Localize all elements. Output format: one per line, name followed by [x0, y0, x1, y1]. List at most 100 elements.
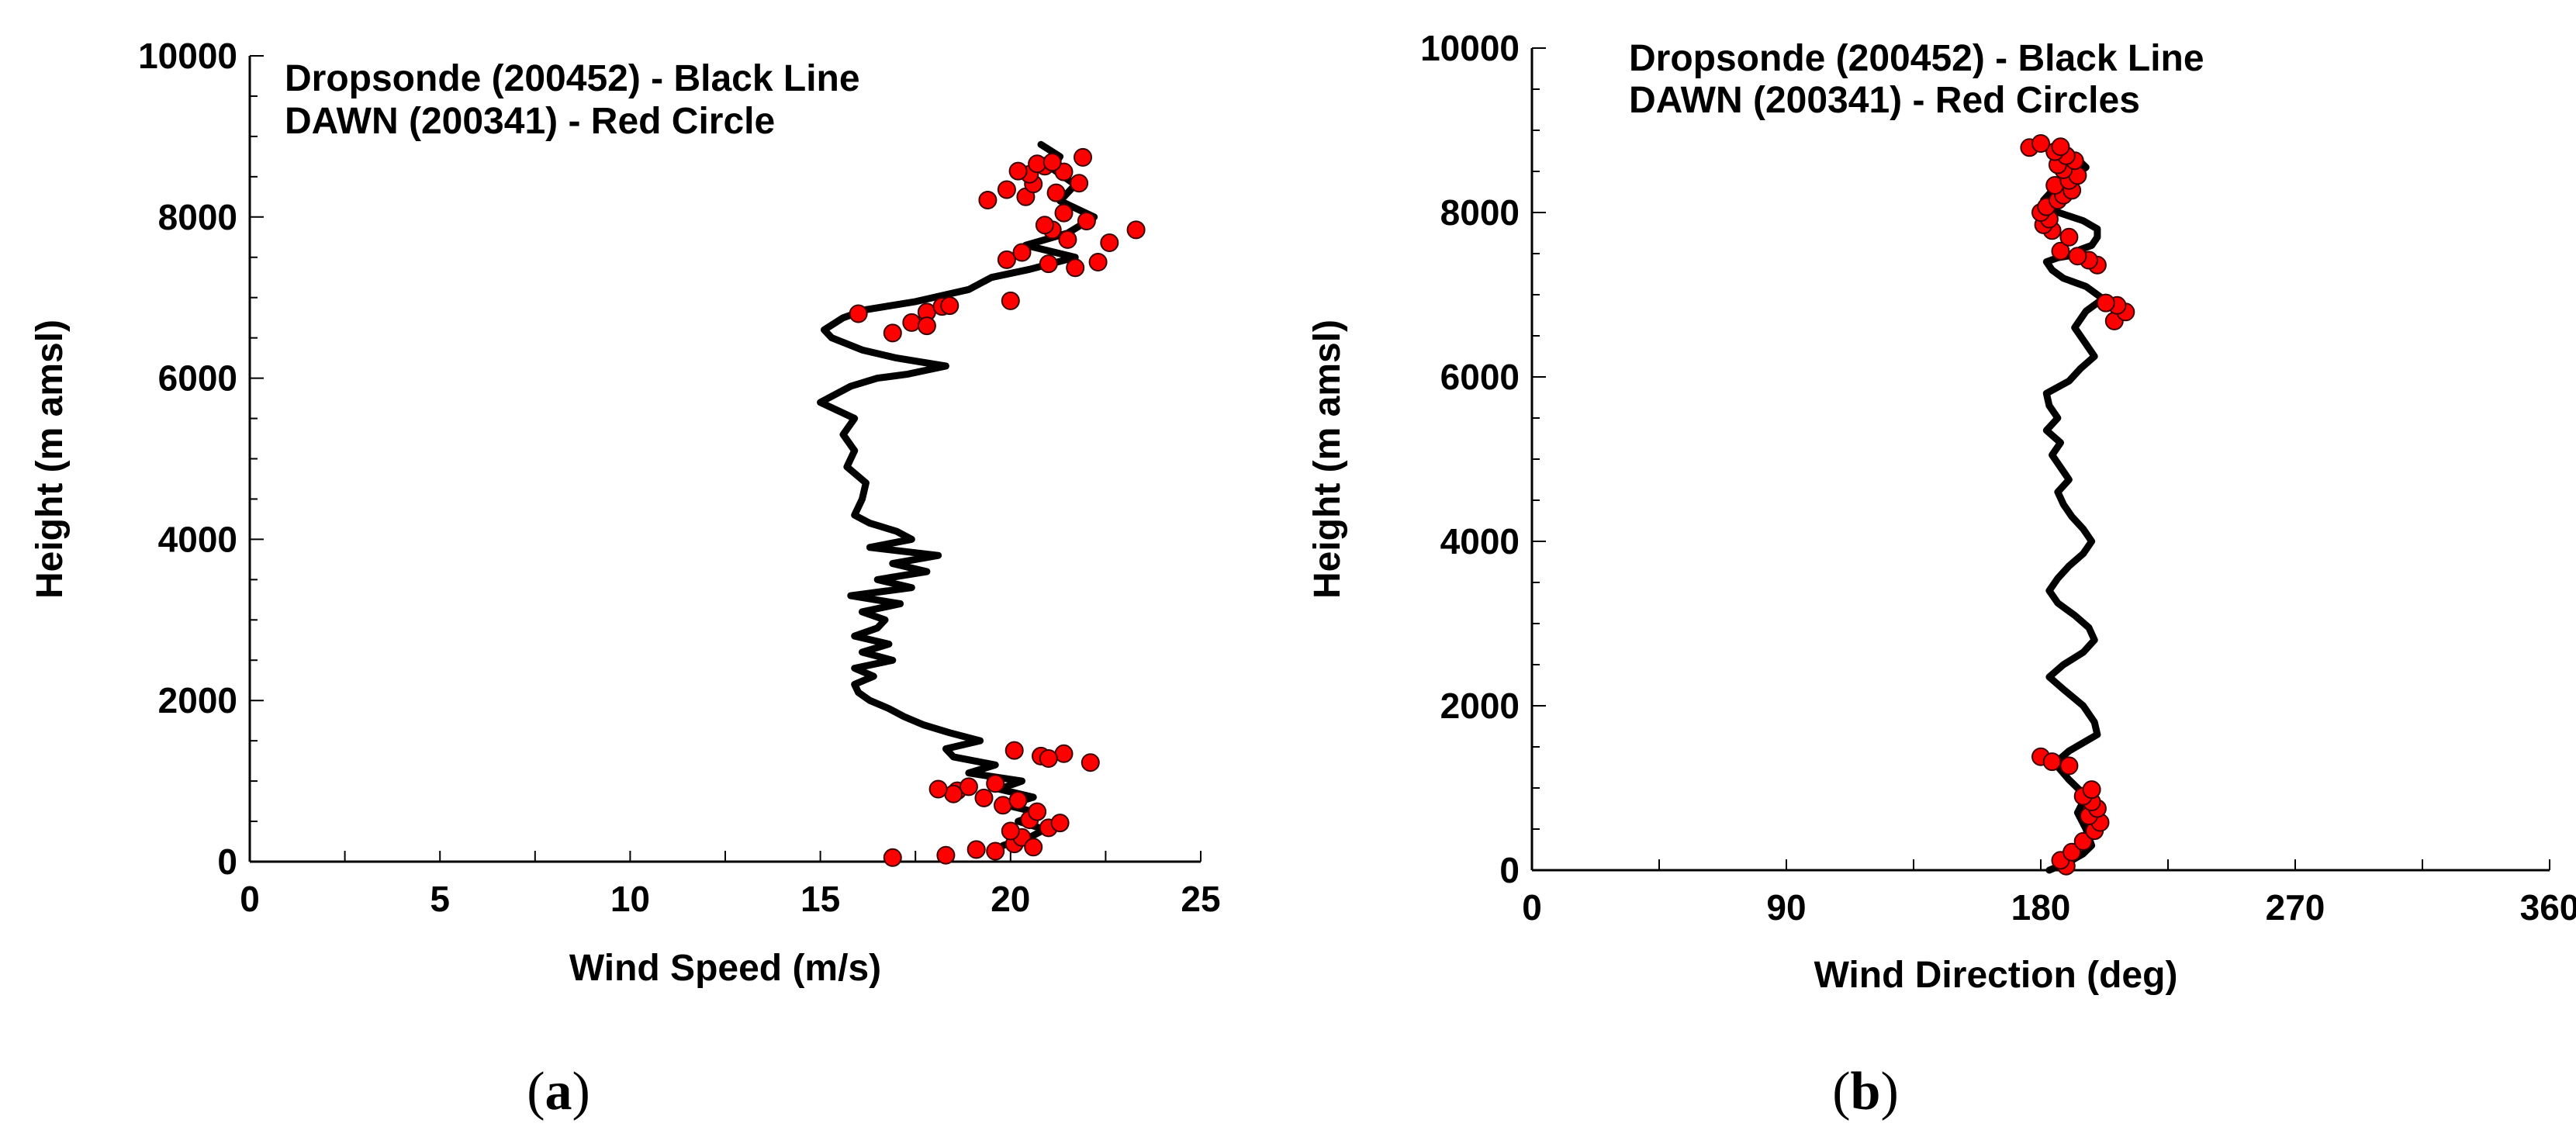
panel-a-dawn-point — [1008, 161, 1028, 181]
panel-b-ticks — [1531, 47, 2550, 871]
panel-b-series — [2020, 134, 2135, 876]
panel-b-dawn-point — [2059, 756, 2079, 776]
panel-b-tick-labels: 0 90 180 270 360 0 2000 4000 6000 8000 10000 — [1420, 28, 2576, 928]
panel-a-dawn-point — [1028, 154, 1047, 174]
panel-a-dawn-point — [1024, 838, 1043, 857]
panel-a-dawn-point — [1077, 212, 1096, 230]
panel-b-x-tick-label: 90 — [1766, 887, 1806, 928]
panel-b-caption-open: ( — [1832, 1062, 1850, 1121]
panel-b-dawn-point — [2042, 752, 2062, 772]
panel-a-dawn-point — [997, 180, 1016, 199]
panel-b-y-tick-label: 6000 — [1440, 357, 1520, 397]
panel-a-ticks — [249, 55, 1202, 862]
panel-a-dawn-point — [1066, 258, 1085, 278]
panel-a-y-tick-label: 2000 — [158, 680, 237, 721]
panel-a-tick-labels: 0 5 10 15 20 25 0 2000 4000 6000 8000 10000 — [138, 36, 1221, 919]
panel-b-x-tick-label: 270 — [2266, 887, 2325, 928]
panel-b-y-tick-label: 2000 — [1440, 686, 1520, 726]
panel-a-y-tick-label: 6000 — [158, 358, 237, 399]
panel-b-x-tick-label: 360 — [2520, 887, 2576, 928]
panel-a-dawn-point — [966, 840, 986, 859]
panel-a-x-tick-label: 25 — [1181, 879, 1220, 919]
panel-a-x-tick-label: 10 — [610, 879, 650, 919]
panel-b-dawn-point — [2096, 293, 2115, 313]
panel-a-dawn-point — [1028, 802, 1047, 821]
panel-a-dawn-point — [1001, 291, 1020, 310]
panel-b-dawn-point — [2051, 137, 2070, 157]
panel-a-dawn-point — [1081, 753, 1100, 772]
panel-a-legend-line: Dropsonde (200452) - Black Line — [285, 58, 860, 99]
panel-a-dawn-point — [1001, 821, 1020, 841]
panel-a-caption-open: ( — [527, 1062, 545, 1121]
panel-a-dawn-point — [1039, 749, 1058, 768]
panel-a-dawn-point — [986, 841, 1005, 861]
panel-a-dawn-point — [1035, 216, 1054, 235]
panel-a-y-tick-label: 0 — [217, 841, 237, 882]
panel-b-dawn-point — [2059, 227, 2079, 247]
panel-a-dawn-point — [883, 323, 902, 343]
panel-b-y-axis-title: Height (m amsl) — [1307, 320, 1348, 599]
panel-b-dawn-point — [2082, 780, 2101, 800]
panel-b-dropsonde-line — [2037, 143, 2107, 874]
panel-a-y-tick-label: 4000 — [158, 519, 237, 559]
panel-a-dawn-point — [936, 845, 956, 865]
panel-a-x-tick-label: 15 — [800, 879, 840, 919]
panel-a-dawn-point — [1012, 243, 1032, 262]
panel-a-dawn-point — [986, 774, 1005, 793]
panel-a-y-axis-title: Height (m amsl) — [29, 320, 71, 599]
panel-b-caption: (b) — [1832, 1062, 1899, 1121]
panel-a-dawn-point — [1004, 741, 1024, 760]
panel-b-legend-line: Dropsonde (200452) - Black Line — [1629, 38, 2204, 79]
panel-b-dawn-point — [2063, 842, 2082, 862]
panel-a-y-tick-label: 8000 — [158, 197, 237, 237]
panel-b-y-tick-label: 4000 — [1440, 521, 1520, 562]
panel-b-dawn-point — [2031, 134, 2050, 153]
panel-b-caption-letter: b — [1851, 1062, 1881, 1121]
panel-a-dawn-point — [997, 250, 1016, 269]
panel-a-dawn-point — [1126, 220, 1146, 240]
panel-a-dawn-point — [959, 777, 978, 797]
panel-a-caption-letter: a — [545, 1062, 572, 1121]
panel-a-legend-markers: DAWN (200341) - Red Circle — [285, 101, 775, 142]
panel-a-dawn-point — [1058, 230, 1077, 249]
panel-b-y-tick-label: 10000 — [1420, 28, 1520, 68]
panel-a-dawn-point — [1088, 253, 1108, 271]
panel-a-dawn-point — [849, 304, 868, 323]
panel-a-dropsonde-line — [817, 140, 1098, 849]
panel-b-legend-markers: DAWN (200341) - Red Circles — [1629, 80, 2140, 121]
panel-a-dawn-point — [1100, 233, 1119, 252]
panel-a-dawn-point — [917, 316, 936, 336]
panel-a-dawn-point — [1054, 744, 1074, 763]
panel-a: 0 5 10 15 20 25 0 2000 4000 6000 8000 10000 Dropson… — [29, 36, 1221, 1121]
panel-a-dawn-point — [1074, 147, 1092, 167]
panel-b-caption-close: ) — [1880, 1062, 1898, 1121]
panel-a-series — [817, 140, 1146, 867]
panel-a-y-tick-label: 10000 — [138, 36, 237, 76]
panel-b-x-tick-label: 0 — [1522, 887, 1542, 928]
panel-a-dawn-point — [978, 191, 998, 209]
panel-a-caption: (a) — [527, 1062, 590, 1121]
panel-a-dawn-point — [883, 848, 902, 867]
panel-b-dawn-point — [2073, 831, 2093, 851]
panel-a-dawn-point — [1070, 174, 1089, 193]
panel-b-y-tick-label: 8000 — [1440, 192, 1520, 233]
panel-a-dawn-point — [1039, 254, 1058, 274]
panel-a-dawn-point — [928, 779, 948, 799]
panel-a-dawn-point — [902, 313, 921, 332]
panel-a-x-axis-title: Wind Speed (m/s) — [569, 948, 881, 989]
panel-a-x-tick-label: 20 — [991, 879, 1030, 919]
panel-a-dawn-point — [940, 296, 960, 316]
panel-b-x-axis-title: Wind Direction (deg) — [1814, 955, 2178, 996]
panel-b-y-tick-label: 0 — [1499, 850, 1520, 890]
panel-b: 0 90 180 270 360 0 2000 4000 6000 8000 10000 Drops… — [1307, 28, 2576, 1121]
panel-a-x-tick-label: 5 — [430, 879, 450, 919]
panel-b-x-tick-label: 180 — [2011, 887, 2071, 928]
panel-b-dawn-point — [2068, 247, 2087, 266]
panel-a-dawn-point — [974, 788, 994, 807]
panel-a-dawn-point — [1046, 183, 1066, 202]
panel-a-dawn-point — [1054, 203, 1074, 223]
panel-a-dawn-point — [1043, 153, 1062, 172]
panel-a-caption-close: ) — [572, 1062, 590, 1121]
panel-a-dawn-point — [1050, 814, 1070, 833]
